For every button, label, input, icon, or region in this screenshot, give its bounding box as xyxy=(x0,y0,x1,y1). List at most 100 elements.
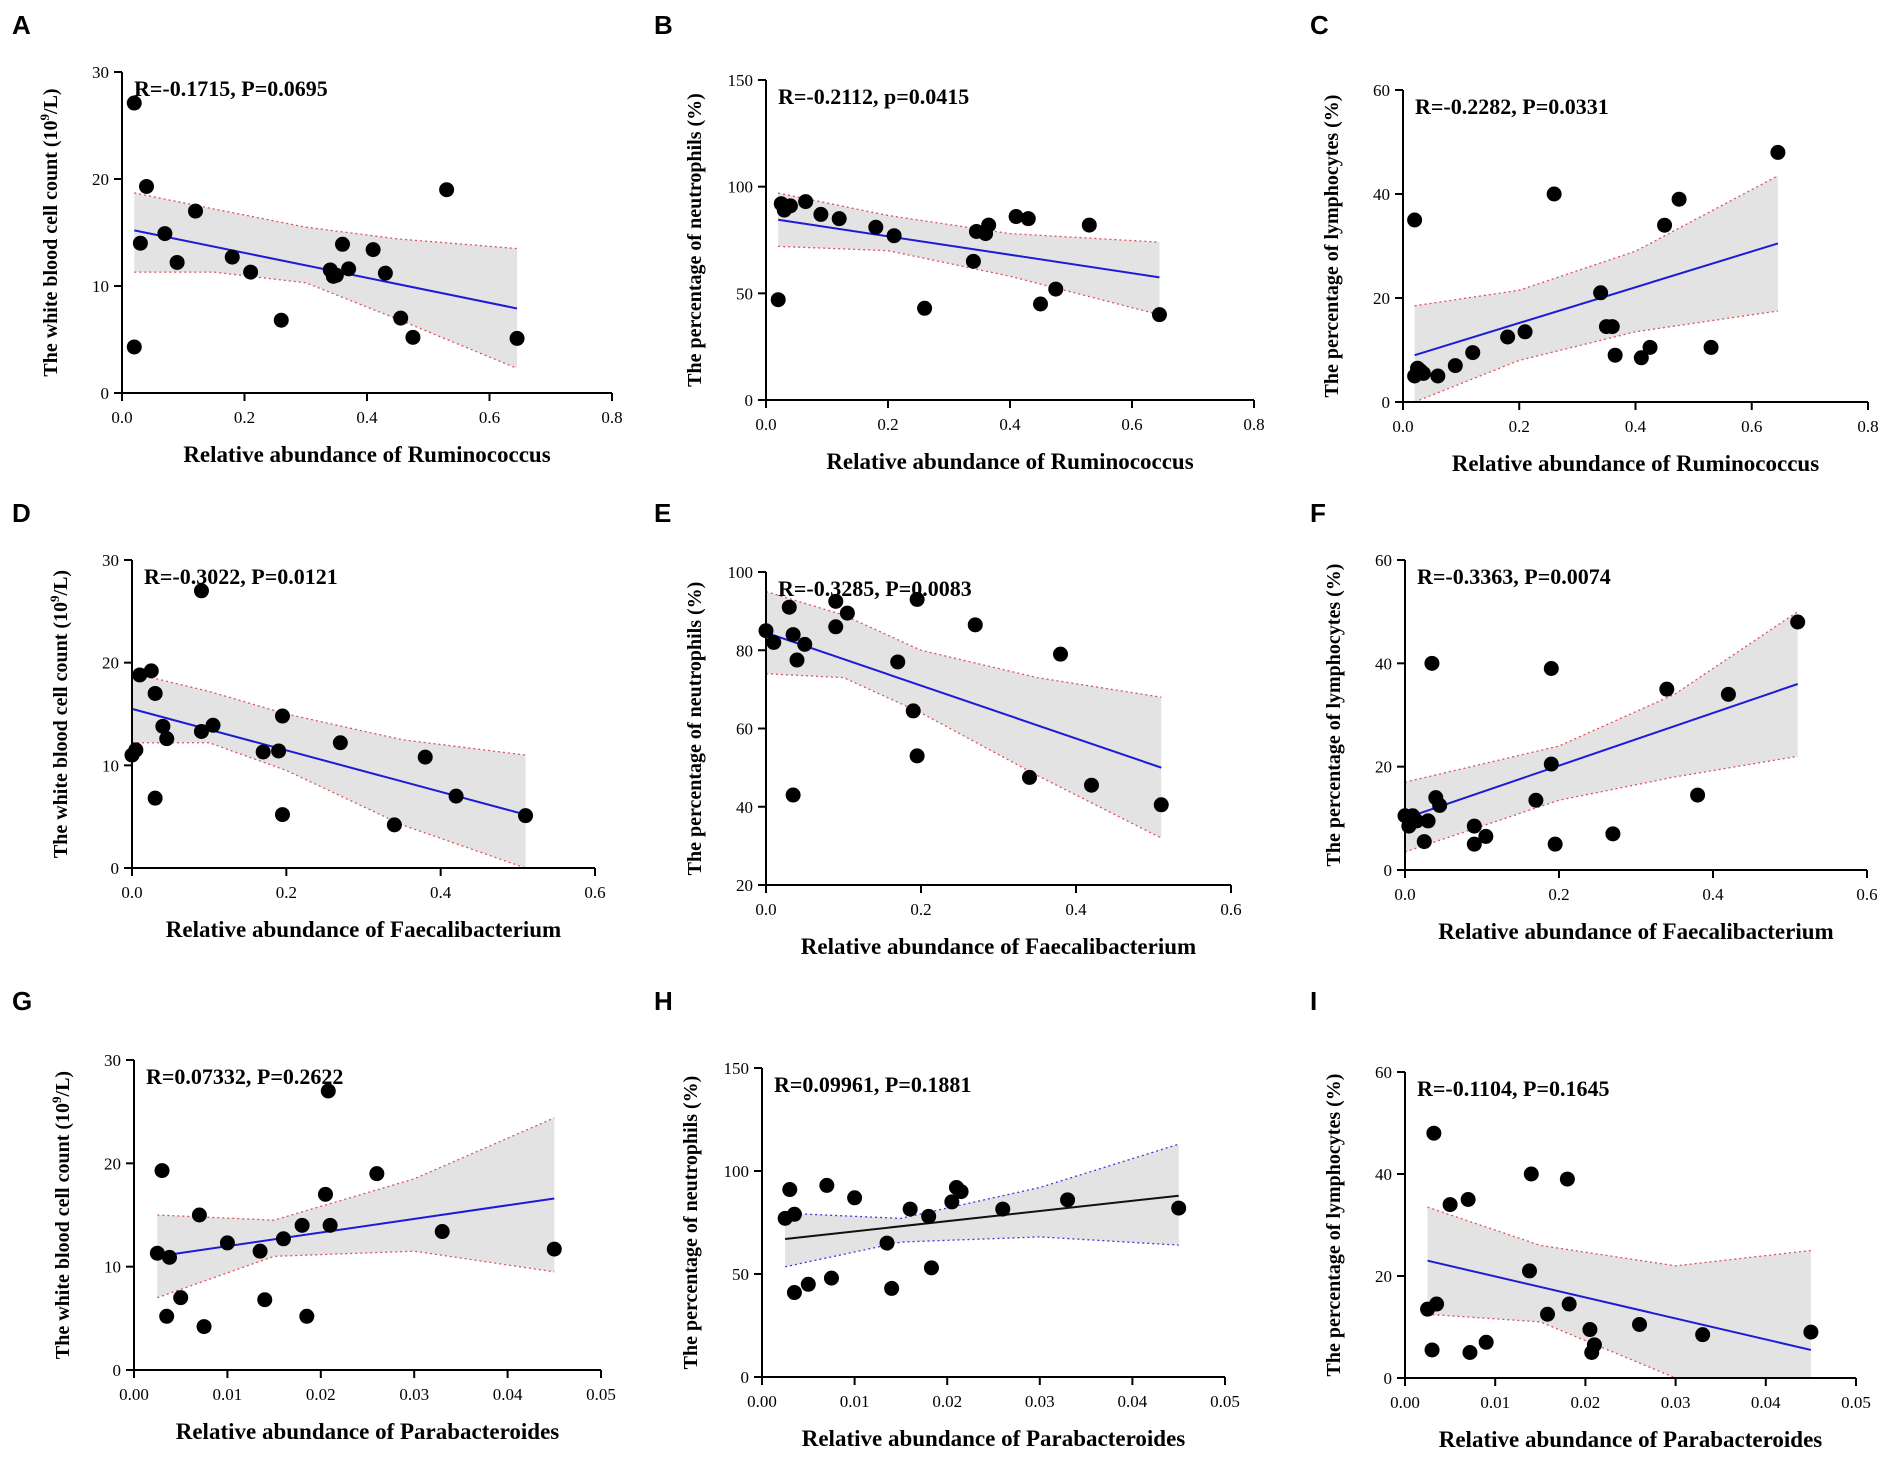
y-tick-label: 30 xyxy=(102,551,119,570)
x-tick-label: 0.4 xyxy=(1702,885,1724,904)
data-point xyxy=(819,1177,835,1193)
data-point xyxy=(274,708,290,724)
y-tick-label: 40 xyxy=(736,798,753,817)
x-axis-label: Relative abundance of Ruminococcus xyxy=(1452,451,1819,476)
y-tick-label: 60 xyxy=(736,720,753,739)
confidence-band xyxy=(1427,1207,1811,1378)
data-point xyxy=(782,1182,798,1198)
panel-letter: E xyxy=(654,498,671,528)
x-tick-label: 0.04 xyxy=(1751,1393,1781,1412)
data-point xyxy=(439,182,455,198)
panel-b: 0.0 0.2 0.4 0.6 0.8 0 50 100 150 R=-0.2112, p=0.0… xyxy=(654,10,1265,474)
data-point xyxy=(417,749,433,765)
data-point xyxy=(377,265,393,281)
y-tick-label: 0 xyxy=(741,1368,750,1387)
data-point xyxy=(828,619,844,635)
data-point xyxy=(1605,826,1621,842)
x-tick-label: 0.0 xyxy=(755,415,776,434)
data-point xyxy=(188,203,203,219)
panel-letter: H xyxy=(654,986,673,1016)
regression-line xyxy=(785,1194,1179,1240)
data-point xyxy=(1561,1296,1577,1312)
data-point xyxy=(1770,144,1786,160)
data-point xyxy=(159,1308,175,1324)
panel-letter: I xyxy=(1310,986,1317,1016)
x-tick-label: 0.4 xyxy=(1625,417,1647,436)
x-tick-label: 0.0 xyxy=(755,900,776,919)
data-point xyxy=(1517,324,1533,340)
correlation-stat: R=-0.3363, P=0.0074 xyxy=(1417,564,1611,589)
x-tick-label: 0.0 xyxy=(121,883,142,902)
data-point xyxy=(909,591,925,607)
data-point xyxy=(1632,1316,1648,1332)
regression-line xyxy=(1427,1259,1812,1351)
y-tick-label: 0 xyxy=(101,384,110,403)
ci-lower-line xyxy=(1427,1313,1677,1378)
y-axis-label-main: The percentage of neutrophils (%) xyxy=(684,93,706,387)
x-tick-label: 0.01 xyxy=(1480,1393,1510,1412)
regression-line xyxy=(1414,242,1779,357)
confidence-band xyxy=(132,672,526,868)
data-point xyxy=(1657,217,1673,233)
data-point xyxy=(965,253,981,269)
x-axis-label: Relative abundance of Faecalibacterium xyxy=(1438,919,1833,944)
data-point xyxy=(868,219,884,235)
correlation-stat: R=-0.3285, P=0.0083 xyxy=(778,576,972,601)
data-point xyxy=(393,310,409,326)
y-axis-label: The white blood cell count (109/L) xyxy=(37,88,62,376)
data-point xyxy=(275,1231,291,1247)
data-point xyxy=(322,1217,338,1233)
data-point xyxy=(953,1184,969,1200)
y-tick-label: 40 xyxy=(1375,1165,1392,1184)
data-point xyxy=(205,717,221,733)
ci-upper-line xyxy=(766,590,1162,698)
data-point xyxy=(902,1201,918,1217)
data-point xyxy=(1084,777,1099,793)
y-tick-label: 20 xyxy=(1375,758,1392,777)
data-point xyxy=(546,1241,562,1257)
x-tick-label: 0.2 xyxy=(1509,417,1530,436)
y-axis-label-tail: /L) xyxy=(50,570,72,597)
x-tick-label: 0.8 xyxy=(1857,417,1878,436)
x-tick-label: 0.02 xyxy=(1571,1393,1601,1412)
x-tick-label: 0.04 xyxy=(1118,1392,1148,1411)
y-axis-label-sup: 9 xyxy=(49,1096,64,1103)
data-point xyxy=(981,217,997,233)
data-point xyxy=(786,1285,802,1301)
panel-d: 0.0 0.2 0.4 0.6 0 10 20 30 R=-0.3022, P=0.0121 Re… xyxy=(12,498,606,942)
data-point xyxy=(1430,368,1446,384)
x-tick-label: 0.6 xyxy=(1856,885,1877,904)
y-tick-label: 60 xyxy=(1375,1063,1392,1082)
ci-upper-line xyxy=(778,192,1160,243)
panel-e: 0.0 0.2 0.4 0.6 20 40 60 80 100 R=-0.3285, P=0.00… xyxy=(654,498,1242,959)
data-point xyxy=(1153,797,1169,813)
y-axis-label: The white blood cell count (109/L) xyxy=(49,1071,74,1359)
data-point xyxy=(921,1208,937,1224)
ci-lower-line xyxy=(785,1236,1179,1268)
data-point xyxy=(1171,1200,1187,1216)
data-point xyxy=(785,627,801,643)
correlation-stat: R=0.09961, P=0.1881 xyxy=(774,1072,971,1097)
data-point xyxy=(884,1280,900,1296)
data-point xyxy=(1593,285,1609,301)
y-tick-label: 0 xyxy=(111,859,120,878)
data-point xyxy=(1703,339,1719,355)
data-point xyxy=(1466,836,1482,852)
data-point xyxy=(1465,345,1481,361)
data-point xyxy=(1528,792,1544,808)
y-tick-label: 100 xyxy=(728,563,754,582)
y-tick-label: 50 xyxy=(736,284,753,303)
panel-g: 0.00 0.01 0.02 0.03 0.04 0.05 0 10 20 30 R=0.07332… xyxy=(12,986,616,1444)
data-point xyxy=(798,194,814,210)
panel-letter: D xyxy=(12,498,31,528)
panel-f: 0.0 0.2 0.4 0.6 0 20 40 60 R=-0.3363, P=0.0074 Re… xyxy=(1310,498,1878,944)
panel-i: 0.00 0.01 0.02 0.03 0.04 0.05 0 20 40 60 R=-0.1104… xyxy=(1310,986,1871,1452)
x-tick-label: 0.00 xyxy=(1390,1393,1420,1412)
data-point xyxy=(328,267,344,283)
data-point xyxy=(332,735,348,751)
y-tick-label: 100 xyxy=(728,178,754,197)
data-point xyxy=(386,817,402,833)
x-tick-label: 0.2 xyxy=(1548,885,1569,904)
data-point xyxy=(132,667,148,683)
data-point xyxy=(1426,1125,1442,1141)
